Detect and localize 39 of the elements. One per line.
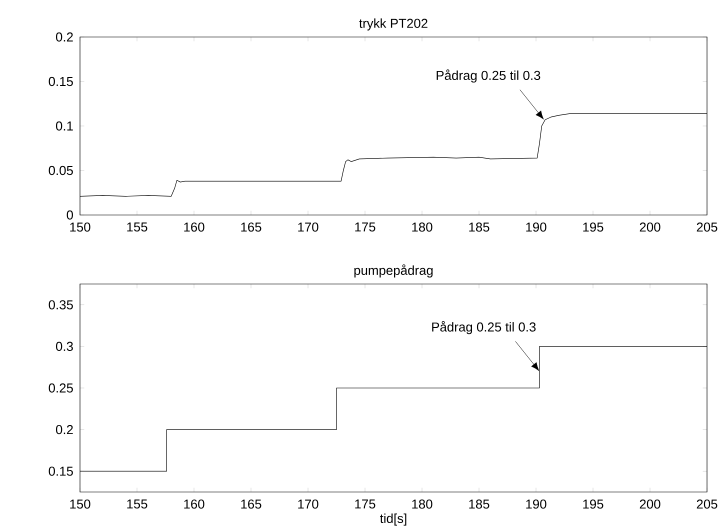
x-tick-label: 150 — [70, 500, 90, 509]
chart-title: trykk PT202 — [359, 18, 428, 31]
y-tick-label: 0.1 — [56, 121, 73, 131]
y-tick-label: 0.15 — [48, 76, 73, 86]
x-tick-label: 180 — [412, 500, 432, 509]
x-tick-label: 160 — [184, 222, 204, 232]
x-tick-label: 205 — [696, 222, 718, 232]
x-tick-label: 155 — [127, 222, 148, 232]
y-tick-label: 0.25 — [48, 383, 73, 393]
x-tick-label: 160 — [184, 500, 204, 509]
y-tick-label: 0.15 — [48, 466, 73, 476]
x-tick-label: 200 — [640, 500, 660, 509]
y-tick-label: 0.2 — [56, 32, 73, 42]
y-tick-label: 0.2 — [56, 425, 73, 434]
x-tick-label: 195 — [583, 500, 604, 509]
x-tick-label: 155 — [127, 500, 148, 509]
x-tick-label: 190 — [526, 500, 546, 509]
y-tick-label: 0 — [66, 210, 73, 220]
x-tick-label: 165 — [241, 222, 262, 232]
x-tick-label: 165 — [241, 500, 262, 509]
x-tick-label: 185 — [469, 222, 490, 232]
chart-title: pumpepådrag — [354, 264, 433, 278]
x-tick-label: 190 — [526, 222, 546, 232]
y-tick-label: 0.35 — [48, 300, 73, 310]
x-tick-label: 195 — [583, 222, 604, 232]
x-tick-label: 200 — [640, 222, 660, 232]
x-axis-title: tid[s] — [380, 514, 406, 526]
x-tick-label: 170 — [298, 222, 318, 232]
x-tick-label: 150 — [70, 222, 90, 232]
y-tick-label: 0.05 — [48, 166, 73, 176]
x-tick-label: 175 — [355, 500, 376, 509]
annotation: Pådrag 0.25 til 0.3 — [432, 321, 536, 334]
x-tick-label: 185 — [469, 500, 490, 509]
x-tick-label: 170 — [298, 500, 318, 509]
x-tick-label: 180 — [412, 222, 432, 232]
y-tick-label: 0.3 — [56, 342, 73, 352]
x-tick-label: 175 — [355, 222, 376, 232]
annotation: Pådrag 0.25 til 0.3 — [436, 69, 540, 83]
x-tick-label: 205 — [696, 500, 718, 509]
